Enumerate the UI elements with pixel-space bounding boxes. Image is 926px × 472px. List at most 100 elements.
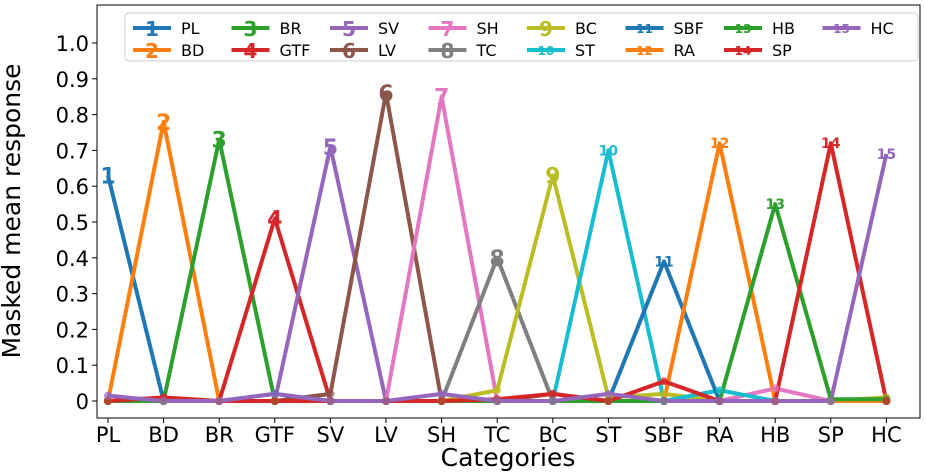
x-tick-label: GTF <box>255 423 295 447</box>
data-point-marker <box>548 389 557 398</box>
plot-frame <box>96 4 921 419</box>
legend-item-pl: 1 PL <box>133 17 200 41</box>
data-point-marker <box>493 397 502 405</box>
data-point-marker <box>326 397 335 405</box>
data-point-marker <box>715 386 724 395</box>
legend-label: SP <box>772 41 792 60</box>
data-point-marker: 13 <box>765 197 784 213</box>
data-point-marker: 14 <box>821 136 841 152</box>
data-point-marker <box>882 397 891 405</box>
legend-marker: 10 <box>538 44 555 58</box>
legend-marker: 4 <box>244 39 258 63</box>
legend-marker: 12 <box>636 44 653 58</box>
data-point-marker: 11 <box>654 254 673 270</box>
series-line-st <box>108 148 887 403</box>
data-point-marker <box>159 397 168 405</box>
legend-label: PL <box>181 19 200 38</box>
legend: 1 PL 2 BD 3 BR 4 GTF 5 SV 6 LV 7 SH 8 TC 9 BC 10 ST 11 SBF 12 R… <box>124 12 919 63</box>
legend-marker: 5 <box>342 17 356 41</box>
y-tick-label: 0.7 <box>56 139 89 163</box>
data-point-marker <box>437 389 446 398</box>
legend-label: LV <box>378 41 396 60</box>
legend-label: HB <box>772 19 795 38</box>
legend-label: RA <box>674 41 695 60</box>
y-axis-label: Masked mean response <box>0 63 26 358</box>
legend-label: BC <box>575 19 597 38</box>
legend-marker: 3 <box>244 17 258 41</box>
data-point-marker: 9 <box>545 164 560 189</box>
x-tick-label: SH <box>427 423 456 447</box>
legend-item-ra: 12 RA <box>625 41 695 60</box>
legend-item-tc: 8 TC <box>428 39 497 63</box>
data-point-marker <box>826 397 835 405</box>
x-tick-label: BD <box>148 423 179 447</box>
y-tick-label: 0.1 <box>56 354 89 378</box>
data-point-marker: 15 <box>877 147 896 163</box>
data-point-marker <box>660 397 668 405</box>
legend-marker: 14 <box>735 44 752 58</box>
data-point-marker <box>715 397 724 405</box>
data-point-marker <box>604 397 613 405</box>
x-tick-label: PL <box>96 423 121 447</box>
legend-marker: 8 <box>441 39 455 63</box>
x-tick-label: ST <box>595 423 621 447</box>
legend-item-hb: 13 HB <box>724 19 795 38</box>
series-line-ra <box>108 141 887 403</box>
x-tick-label: LV <box>374 423 398 447</box>
x-tick-label: SV <box>317 423 345 447</box>
data-point-marker <box>771 397 780 405</box>
data-point-marker <box>326 389 335 398</box>
data-point-marker <box>270 397 279 405</box>
data-point-marker <box>660 377 668 386</box>
x-tick-label: SP <box>818 423 844 447</box>
x-tick-label: BR <box>205 423 234 447</box>
data-point-marker <box>493 386 502 395</box>
x-axis-label: Categories <box>441 443 576 472</box>
legend-marker: 2 <box>145 39 159 63</box>
legend-marker: 11 <box>636 22 653 36</box>
data-point-marker <box>437 397 446 405</box>
legend-marker: 7 <box>441 17 455 41</box>
x-tick-label: RA <box>706 423 735 447</box>
legend-label: SV <box>378 19 399 38</box>
data-point-marker <box>660 389 668 398</box>
legend-item-sv: 5 SV <box>330 17 399 41</box>
legend-label: SH <box>477 19 499 38</box>
x-tick-label: SBF <box>644 423 684 447</box>
y-tick-label: 1.0 <box>56 32 89 56</box>
data-point-marker <box>104 391 112 400</box>
legend-label: GTF <box>280 41 311 60</box>
legend-item-sbf: 11 SBF <box>625 19 704 38</box>
y-tick-label: 0.8 <box>56 104 89 128</box>
data-point-marker <box>604 389 613 398</box>
series-line-sv <box>108 144 887 403</box>
data-point-marker: 3 <box>212 129 227 154</box>
data-point-marker: 4 <box>267 207 282 232</box>
legend-label: ST <box>575 41 595 60</box>
y-axis: 0 0.1 0.2 0.3 0.4 0.5 0.6 0.7 0.8 0.9 1.0 <box>56 32 97 414</box>
x-tick-label: HB <box>760 423 790 447</box>
series-line-hc <box>107 153 889 403</box>
legend-item-st: 10 ST <box>527 41 595 60</box>
legend-item-bd: 2 BD <box>133 39 204 63</box>
legend-marker: 15 <box>833 22 850 36</box>
data-point-marker <box>215 397 224 405</box>
legend-item-sh: 7 SH <box>428 17 499 41</box>
data-point-marker <box>548 397 557 405</box>
legend-marker: 9 <box>539 17 553 41</box>
y-tick-label: 0.3 <box>56 283 89 307</box>
legend-marker: 1 <box>145 17 159 41</box>
data-point-marker: 6 <box>378 82 393 107</box>
y-tick-label: 0.4 <box>56 247 89 271</box>
y-tick-label: 0.6 <box>56 175 89 199</box>
data-point-marker: 1 <box>100 164 115 189</box>
data-point-marker <box>771 384 780 393</box>
series-line-sp <box>107 141 889 403</box>
data-point-marker: 12 <box>710 136 729 152</box>
legend-label: BR <box>280 19 302 38</box>
legend-item-bc: 9 BC <box>527 17 597 41</box>
x-tick-label: TC <box>483 423 510 447</box>
data-point-marker: 8 <box>490 247 505 272</box>
